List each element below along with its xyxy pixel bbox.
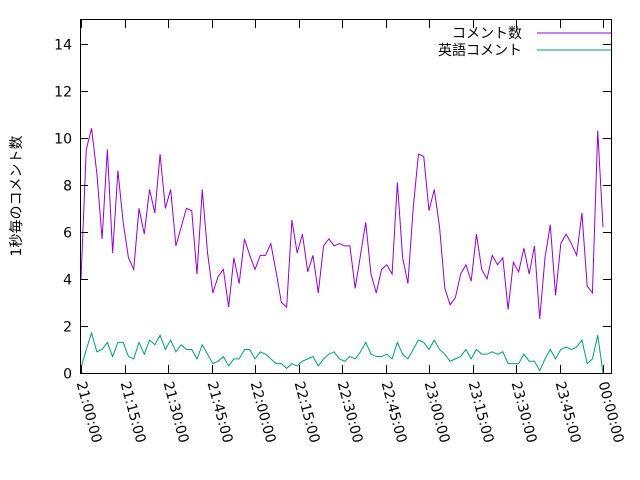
x-tick-label: 23:00:00: [421, 380, 453, 445]
x-tick-label: 23:30:00: [508, 380, 540, 445]
x-tick-label: 22:30:00: [334, 380, 366, 445]
y-tick-label: 10: [54, 132, 72, 148]
x-tick-label: 21:30:00: [160, 380, 192, 445]
plot-lines: [80, 128, 604, 374]
x-tick-label: 21:45:00: [204, 380, 236, 445]
x-tick-label: 22:00:00: [247, 380, 279, 445]
y-tick-label: 2: [63, 320, 72, 336]
x-axis-ticks: 21:00:00 21:15:00 21:30:00 21:45:00 22:00:00…: [73, 20, 627, 445]
y-tick-label: 14: [54, 38, 72, 54]
y-axis-title: 1秒毎のコメント数: [9, 136, 25, 257]
y-tick-label: 8: [63, 179, 72, 195]
y-tick-label: 0: [63, 367, 72, 383]
x-tick-label: 21:15:00: [117, 380, 149, 445]
x-tick-label: 23:45:00: [552, 380, 584, 445]
legend-label: 英語コメント: [438, 42, 522, 59]
legend-label: コメント数: [452, 26, 522, 42]
plot-frame: [80, 19, 612, 374]
y-tick-label: 12: [54, 85, 72, 101]
series-line-0: [80, 128, 604, 319]
x-tick-label: 21:00:00: [73, 380, 105, 445]
x-tick-label: 22:15:00: [291, 380, 323, 445]
y-tick-label: 6: [63, 226, 72, 242]
x-tick-label: 23:15:00: [465, 380, 497, 445]
series-line-1: [80, 331, 604, 374]
x-tick-label: 00:00:00: [595, 380, 627, 445]
y-tick-label: 4: [63, 273, 72, 289]
y-axis-ticks: 0 2 4 6 8 10 12 14: [54, 38, 611, 383]
x-tick-label: 22:45:00: [378, 380, 410, 445]
